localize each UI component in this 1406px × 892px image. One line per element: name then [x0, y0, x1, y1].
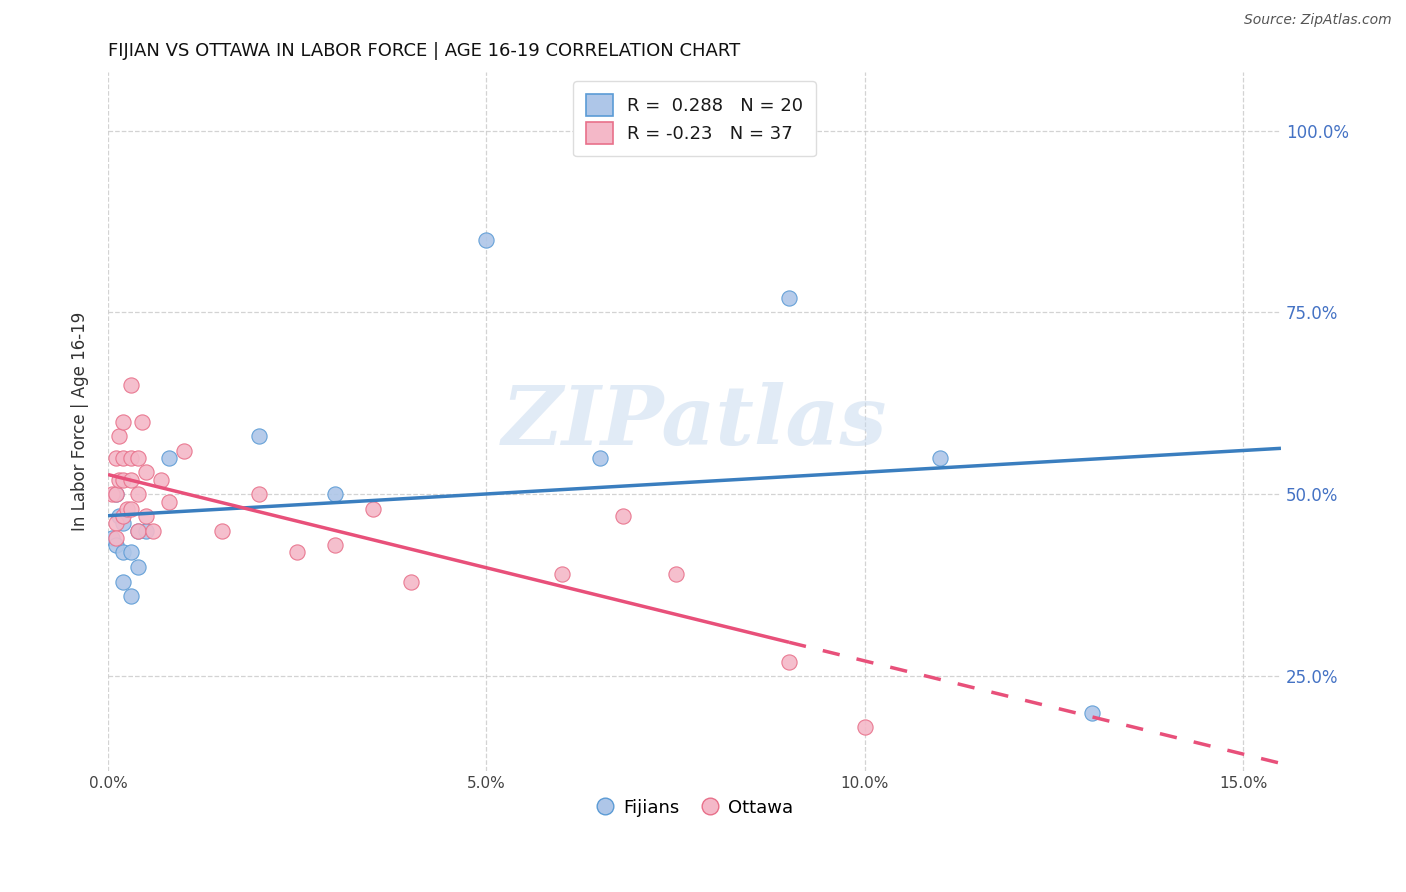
- Point: [361, 501, 384, 516]
- Point: [131, 415, 153, 429]
- Point: [475, 233, 498, 247]
- Point: [120, 473, 142, 487]
- Point: [104, 531, 127, 545]
- Point: [247, 487, 270, 501]
- Point: [104, 450, 127, 465]
- Text: ZIPatlas: ZIPatlas: [502, 382, 887, 461]
- Point: [929, 450, 952, 465]
- Point: [135, 466, 157, 480]
- Point: [112, 415, 135, 429]
- Point: [853, 720, 876, 734]
- Point: [127, 487, 149, 501]
- Point: [127, 560, 149, 574]
- Point: [399, 574, 422, 589]
- Point: [323, 538, 346, 552]
- Point: [112, 473, 135, 487]
- Point: [551, 567, 574, 582]
- Point: [127, 524, 149, 538]
- Point: [120, 378, 142, 392]
- Point: [100, 531, 122, 545]
- Point: [112, 545, 135, 559]
- Point: [247, 429, 270, 443]
- Point: [211, 524, 233, 538]
- Point: [612, 509, 634, 524]
- Point: [135, 509, 157, 524]
- Point: [104, 487, 127, 501]
- Point: [108, 429, 131, 443]
- Point: [589, 450, 612, 465]
- Point: [120, 450, 142, 465]
- Point: [104, 538, 127, 552]
- Point: [149, 473, 172, 487]
- Point: [135, 524, 157, 538]
- Point: [104, 516, 127, 531]
- Point: [778, 291, 800, 305]
- Point: [120, 545, 142, 559]
- Legend: Fijians, Ottawa: Fijians, Ottawa: [589, 790, 800, 824]
- Point: [127, 450, 149, 465]
- Text: Source: ZipAtlas.com: Source: ZipAtlas.com: [1244, 13, 1392, 28]
- Point: [100, 487, 122, 501]
- Point: [173, 443, 195, 458]
- Point: [120, 501, 142, 516]
- Point: [142, 524, 165, 538]
- Point: [1081, 706, 1104, 720]
- Point: [112, 450, 135, 465]
- Point: [285, 545, 308, 559]
- Point: [157, 494, 180, 508]
- Text: FIJIAN VS OTTAWA IN LABOR FORCE | AGE 16-19 CORRELATION CHART: FIJIAN VS OTTAWA IN LABOR FORCE | AGE 16…: [108, 42, 740, 60]
- Point: [157, 450, 180, 465]
- Point: [112, 509, 135, 524]
- Point: [112, 516, 135, 531]
- Point: [115, 501, 138, 516]
- Point: [127, 524, 149, 538]
- Point: [323, 487, 346, 501]
- Y-axis label: In Labor Force | Age 16-19: In Labor Force | Age 16-19: [72, 312, 89, 531]
- Point: [120, 589, 142, 603]
- Point: [108, 473, 131, 487]
- Point: [112, 574, 135, 589]
- Point: [664, 567, 686, 582]
- Point: [778, 655, 800, 669]
- Point: [104, 487, 127, 501]
- Point: [108, 509, 131, 524]
